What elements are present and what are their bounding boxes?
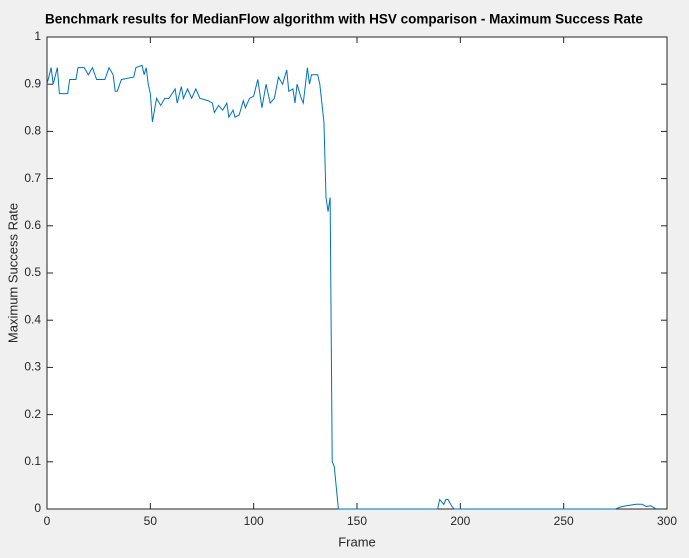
x-tick-label: 200 (450, 514, 470, 528)
y-tick-label: 1 (34, 29, 41, 43)
y-tick-label: 0.7 (24, 171, 41, 185)
x-tick-label: 100 (244, 514, 264, 528)
plot-area (46, 36, 668, 510)
y-tick-label: 0.2 (24, 407, 41, 421)
x-tick-label: 50 (144, 514, 158, 528)
y-tick-label: 0.9 (24, 76, 41, 90)
y-tick-label: 0 (34, 501, 41, 515)
y-tick-label: 0.4 (24, 312, 41, 326)
y-axis-label: Maximum Success Rate (5, 203, 20, 343)
y-tick-label: 0.8 (24, 124, 41, 138)
data-line (46, 64, 657, 510)
x-tick-label: 150 (347, 514, 367, 528)
y-tick-label: 0.6 (24, 218, 41, 232)
x-tick-label: 300 (657, 514, 677, 528)
y-tick-label: 0.1 (24, 454, 41, 468)
chart-title: Benchmark results for MedianFlow algorit… (45, 12, 643, 27)
x-tick-label: 0 (44, 514, 51, 528)
x-tick-label: 250 (554, 514, 574, 528)
x-axis-label: Frame (338, 534, 376, 549)
y-tick-label: 0.3 (24, 360, 41, 374)
y-tick-label: 0.5 (24, 265, 41, 279)
